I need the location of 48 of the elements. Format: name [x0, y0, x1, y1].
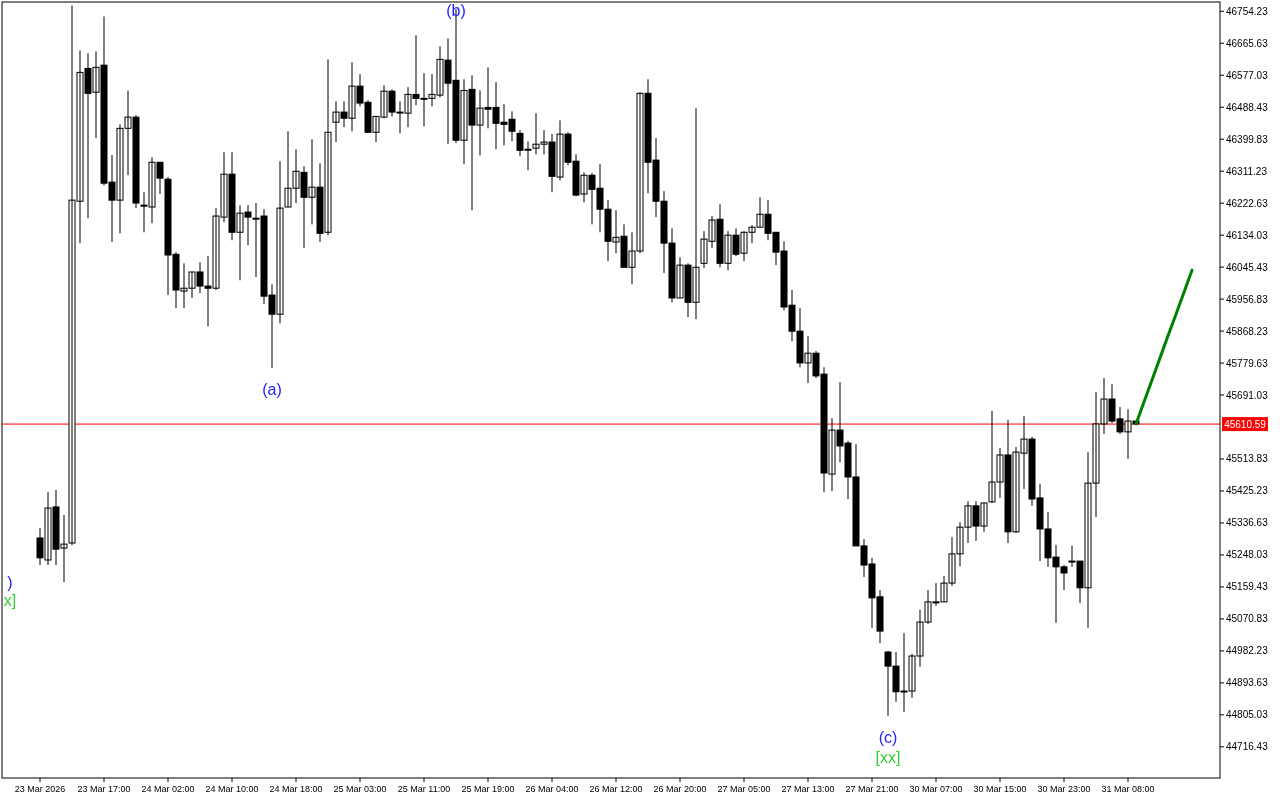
x-tick-label: 24 Mar 10:00	[205, 784, 259, 794]
y-tick-label: 45868.23	[1226, 325, 1269, 337]
x-tick-label: 23 Mar 17:00	[77, 784, 131, 794]
y-tick-label: 44805.03	[1226, 709, 1269, 721]
annotation: [xx]	[875, 749, 901, 767]
text: )	[7, 574, 13, 591]
x-tick-label: 25 Mar 03:00	[333, 784, 387, 794]
x-tick-label: 26 Mar 20:00	[653, 784, 707, 794]
y-tick-label: 46577.03	[1226, 69, 1269, 81]
y-tick-label: 46045.43	[1226, 261, 1269, 273]
annotation: (b)	[446, 2, 466, 19]
x-tick-label: 26 Mar 12:00	[589, 784, 643, 794]
y-tick-label: 45159.43	[1226, 581, 1269, 593]
y-tick-label: 45779.63	[1226, 357, 1269, 369]
y-tick-label: 44982.23	[1226, 645, 1269, 657]
y-tick-label: 44893.63	[1226, 677, 1269, 689]
y-tick-label: 45336.63	[1226, 517, 1269, 529]
x-tick-label: 24 Mar 18:00	[269, 784, 323, 794]
x-tick-label: 25 Mar 19:00	[461, 784, 515, 794]
x-tick-label: 27 Mar 13:00	[781, 784, 835, 794]
y-tick-label: 46222.63	[1226, 197, 1269, 209]
x-tick-label: 23 Mar 2026	[14, 784, 66, 794]
x-tick-label: 26 Mar 04:00	[525, 784, 579, 794]
ref-line-label: 45610.59	[1224, 418, 1267, 430]
y-tick-label: 46488.43	[1226, 101, 1269, 113]
x-tick-label: 25 Mar 11:00	[397, 784, 451, 794]
y-tick-label: 46754.23	[1226, 5, 1269, 17]
x-tick-label: 27 Mar 05:00	[717, 784, 771, 794]
y-tick-label: 46399.83	[1226, 133, 1269, 145]
annotation: (c)	[878, 729, 898, 747]
x-tick-label: 31 Mar 08:00	[1101, 784, 1155, 794]
x-tick-label: 24 Mar 02:00	[141, 784, 195, 794]
y-tick-label: 45425.23	[1226, 485, 1269, 497]
y-tick-label: 45691.03	[1226, 389, 1269, 401]
y-tick-label: 45956.83	[1226, 293, 1269, 305]
y-tick-label: 44716.43	[1226, 741, 1269, 753]
annotation: (a)	[262, 381, 282, 399]
y-tick-label: 45070.83	[1226, 613, 1269, 625]
y-tick-label: 46665.63	[1226, 37, 1269, 49]
y-tick-label: 46134.03	[1226, 229, 1269, 241]
x-tick-label: 30 Mar 23:00	[1037, 784, 1091, 794]
x-tick-label: 30 Mar 15:00	[973, 784, 1027, 794]
text: x]	[3, 592, 17, 609]
y-tick-label: 46311.23	[1226, 165, 1268, 177]
x-tick-label: 27 Mar 21:00	[845, 784, 899, 794]
x-tick-label: 30 Mar 07:00	[909, 784, 963, 794]
y-tick-label: 45513.83	[1226, 453, 1269, 465]
y-tick-label: 45248.03	[1226, 549, 1269, 561]
